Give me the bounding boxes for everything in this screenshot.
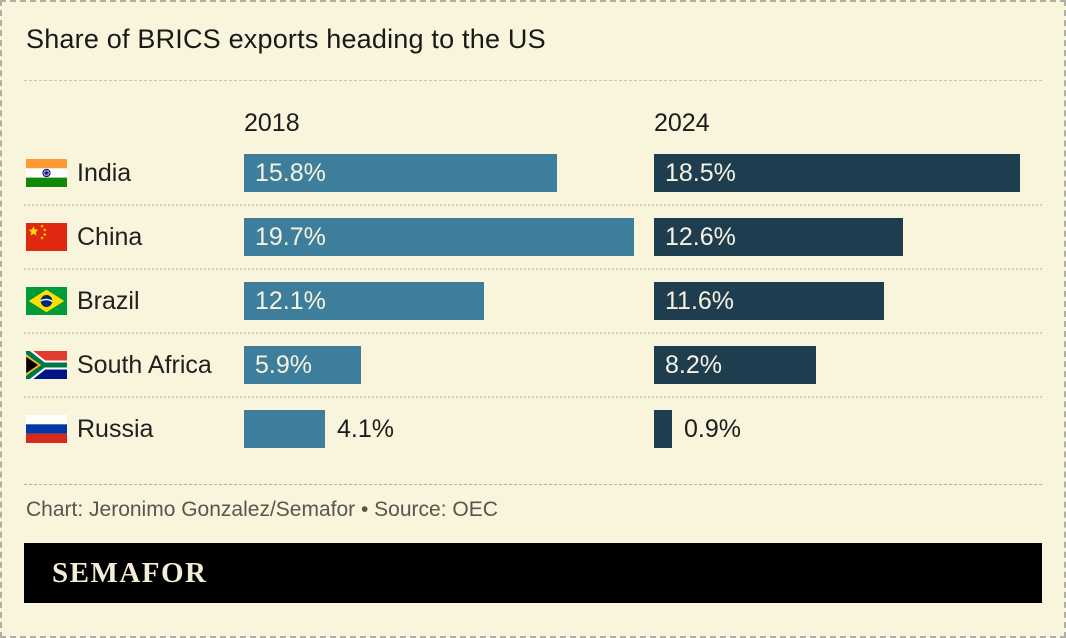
footer-divider [24, 484, 1042, 485]
table-row: Brazil 12.1% 11.6% [24, 268, 1042, 332]
table-row: China 19.7% 12.6% [24, 204, 1042, 268]
value-label: 8.2% [665, 350, 722, 379]
country-label: South Africa [77, 350, 212, 379]
table-row: South Africa 5.9% 8.2% [24, 332, 1042, 396]
bar-cell-2024: 11.6% [654, 282, 1042, 320]
value-label: 15.8% [255, 158, 326, 187]
bar-2024-brazil: 11.6% [654, 282, 884, 320]
brand-bar: SEMAFOR [24, 543, 1042, 603]
column-header-2024: 2024 [654, 109, 710, 137]
value-label: 11.6% [665, 286, 735, 315]
country-cell: India [24, 159, 244, 188]
country-label: India [77, 158, 132, 187]
bar-chart: India 15.8% 18.5% China 19.7% 12.6% Brazil 12.1… [24, 142, 1042, 460]
south-africa-flag-icon [26, 351, 67, 379]
value-label: 12.1% [255, 286, 326, 315]
bar-cell-2018: 19.7% [244, 218, 654, 256]
bar-2018-russia [244, 410, 325, 448]
bar-cell-2024: 0.9% [654, 410, 1042, 448]
russia-flag-icon [26, 415, 67, 443]
country-cell: China [24, 223, 244, 252]
table-row: India 15.8% 18.5% [24, 142, 1042, 204]
country-label: Russia [77, 414, 154, 443]
bar-cell-2024: 8.2% [654, 346, 1042, 384]
table-row: Russia 4.1% 0.9% [24, 396, 1042, 460]
china-flag-icon [26, 223, 67, 251]
country-label: Brazil [77, 286, 140, 315]
bar-cell-2018: 4.1% [244, 410, 654, 448]
value-label: 4.1% [337, 414, 394, 443]
country-cell: Brazil [24, 287, 244, 316]
value-label: 0.9% [684, 414, 741, 443]
brazil-flag-icon [26, 287, 67, 315]
india-flag-icon [26, 159, 67, 187]
value-label: 19.7% [255, 222, 326, 251]
chart-credit: Chart: Jeronimo Gonzalez/Semafor • Sourc… [26, 498, 498, 521]
country-label: China [77, 222, 143, 251]
bar-2018-india: 15.8% [244, 154, 557, 192]
bar-2018-china: 19.7% [244, 218, 634, 256]
chart-title: Share of BRICS exports heading to the US [26, 24, 546, 54]
bar-2024-south-africa: 8.2% [654, 346, 816, 384]
title-divider [24, 80, 1042, 81]
bar-2024-russia [654, 410, 672, 448]
column-header-2018: 2018 [244, 109, 300, 137]
bar-2024-china: 12.6% [654, 218, 903, 256]
bar-cell-2018: 5.9% [244, 346, 654, 384]
bar-2024-india: 18.5% [654, 154, 1020, 192]
bar-cell-2024: 18.5% [654, 154, 1042, 192]
bar-2018-brazil: 12.1% [244, 282, 484, 320]
value-label: 12.6% [665, 222, 736, 251]
bar-cell-2018: 15.8% [244, 154, 654, 192]
country-cell: Russia [24, 415, 244, 444]
column-headers: 2018 2024 [24, 109, 1042, 138]
semafor-logo: SEMAFOR [52, 556, 208, 589]
value-label: 18.5% [665, 158, 736, 187]
value-label: 5.9% [255, 350, 312, 379]
bar-cell-2024: 12.6% [654, 218, 1042, 256]
bar-2018-south-africa: 5.9% [244, 346, 361, 384]
bar-cell-2018: 12.1% [244, 282, 654, 320]
country-cell: South Africa [24, 351, 244, 380]
